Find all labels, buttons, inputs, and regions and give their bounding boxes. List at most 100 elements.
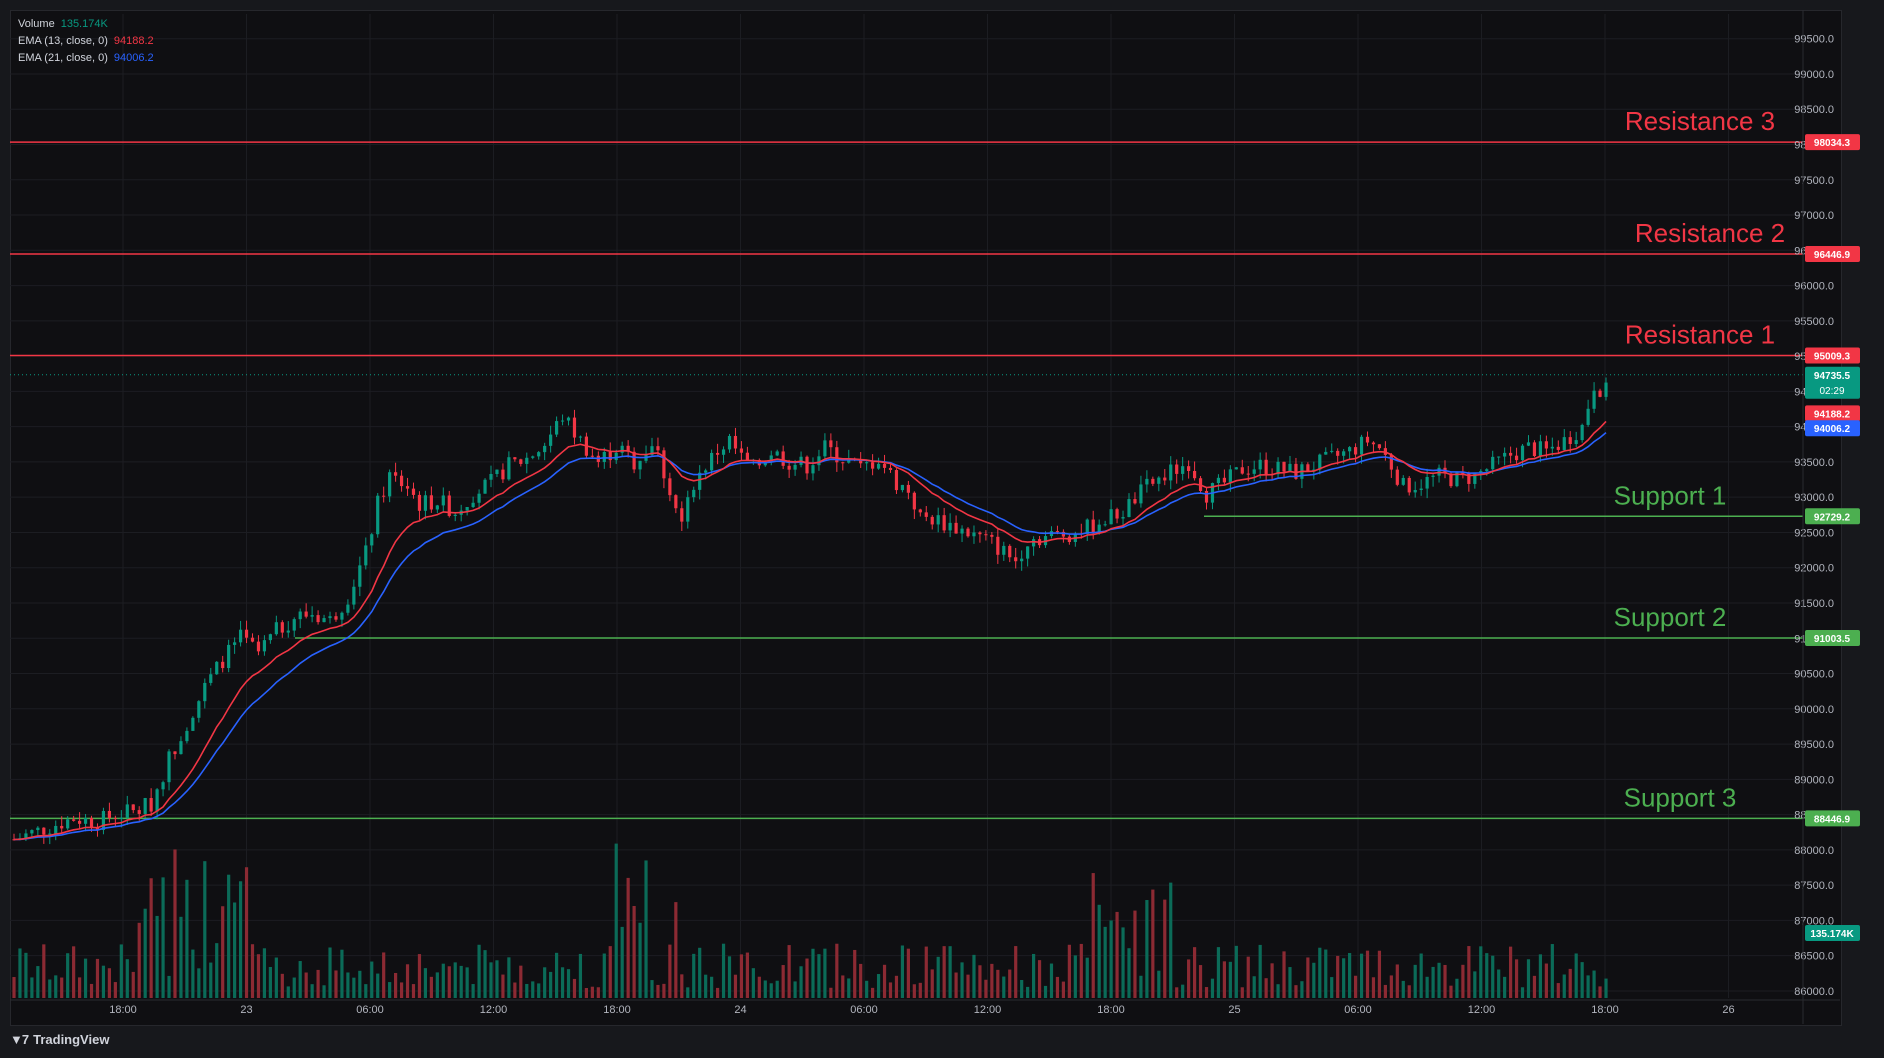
volume-bar <box>531 981 535 998</box>
candle-body <box>847 458 851 463</box>
volume-bar <box>769 983 773 998</box>
candle-body <box>1514 455 1519 461</box>
x-tick-label: 24 <box>734 1004 746 1016</box>
volume-bar <box>1151 889 1155 998</box>
volume-bar <box>256 954 261 998</box>
volume-bar <box>1318 947 1322 998</box>
indicator-legend: Volume 135.174K EMA (13, close, 0) 94188.2… <box>18 16 154 67</box>
candle-body <box>602 451 606 462</box>
candle-body <box>1467 473 1471 484</box>
candle-body <box>805 456 809 474</box>
volume-bar <box>501 974 505 998</box>
candle-body <box>1389 454 1393 470</box>
volume-bar <box>1192 947 1197 998</box>
volume-bar <box>668 944 672 998</box>
volume-bar <box>1163 899 1167 998</box>
volume-bar <box>602 953 606 998</box>
candle-body <box>1413 489 1417 493</box>
last-price-text: 94735.5 <box>1814 371 1851 382</box>
candle-body <box>698 472 702 490</box>
candle-body <box>1115 509 1119 519</box>
legend-ema13-value: 94188.2 <box>113 35 154 47</box>
volume-bar <box>918 982 922 998</box>
legend-volume[interactable]: Volume 135.174K <box>18 16 154 33</box>
volume-bar <box>250 944 255 998</box>
candle-body <box>1240 467 1244 474</box>
candle-body <box>1163 477 1167 481</box>
level-label: Resistance 1 <box>1625 319 1775 349</box>
volume-bar <box>42 944 46 998</box>
volume-bar <box>36 966 40 998</box>
candle-body <box>119 817 123 819</box>
candle-body <box>549 434 553 446</box>
volume-bar <box>1437 962 1441 998</box>
y-tick-label: 98500.0 <box>1794 104 1834 116</box>
volume-bar <box>1532 975 1537 998</box>
ema21-price-tag-text: 94006.2 <box>1814 424 1851 435</box>
volume-bar <box>1592 970 1596 998</box>
candle-body <box>954 522 958 534</box>
volume-bar <box>751 968 755 998</box>
volume-bar <box>137 922 141 998</box>
candle-body <box>876 463 881 469</box>
y-tick-label: 89500.0 <box>1794 739 1834 751</box>
volume-bar <box>125 959 129 998</box>
tradingview-footer[interactable]: ▼7 TradingView <box>10 1032 109 1047</box>
candle-body <box>817 456 821 466</box>
volume-bar <box>1294 985 1298 998</box>
volume-bar <box>1306 957 1310 998</box>
volume-bar <box>990 963 994 998</box>
level-price-tag <box>1805 134 1860 151</box>
tradingview-logo-icon: ▼7 <box>10 1032 29 1047</box>
ema13-line <box>13 420 1607 841</box>
legend-ema13[interactable]: EMA (13, close, 0) 94188.2 <box>18 33 154 50</box>
candle-body <box>131 804 135 811</box>
candle-body <box>578 436 583 438</box>
volume-bar <box>1133 910 1137 998</box>
candle-body <box>1562 437 1566 450</box>
candle-body <box>930 516 934 525</box>
volume-bar <box>614 843 618 998</box>
volume-bar <box>715 987 720 998</box>
candle-body <box>662 450 666 479</box>
volume-bar <box>954 972 958 998</box>
candle-body <box>1359 436 1364 455</box>
volume-bar <box>1425 976 1429 998</box>
level-price-tag <box>1805 630 1860 647</box>
level-price-tag-text: 95009.3 <box>1814 351 1851 362</box>
volume-bar <box>1008 969 1012 998</box>
candle-body <box>334 616 338 620</box>
volume-bar <box>1175 987 1179 998</box>
candle-body <box>209 674 213 683</box>
volume-bar <box>865 980 869 998</box>
volume-bar <box>835 943 839 998</box>
volume-bar <box>1419 953 1423 998</box>
ema13-price-tag-text: 94188.2 <box>1814 409 1851 420</box>
level-label: Resistance 3 <box>1625 106 1775 136</box>
legend-ema21[interactable]: EMA (21, close, 0) 94006.2 <box>18 50 154 67</box>
x-tick-label: 26 <box>1722 1004 1734 1016</box>
candle-body <box>89 818 94 828</box>
candle-body <box>298 611 302 620</box>
volume-bar <box>733 974 738 998</box>
candle-body <box>1103 524 1107 526</box>
volume-bar <box>447 966 451 998</box>
volume-bar <box>1157 970 1161 998</box>
volume-bar <box>465 967 469 998</box>
candle-body <box>268 634 272 641</box>
candle-body <box>650 446 654 455</box>
volume-bar <box>453 962 457 998</box>
candle-body <box>471 502 475 507</box>
candle-body <box>733 435 738 449</box>
volume-bar <box>1139 975 1143 998</box>
volume-bar <box>787 945 791 998</box>
y-tick-label: 86500.0 <box>1794 951 1834 963</box>
candle-body <box>1407 477 1411 493</box>
candle-body <box>143 798 147 814</box>
candle-body <box>244 629 249 638</box>
candle-body <box>1181 466 1185 474</box>
candle-body <box>161 782 165 790</box>
volume-bar <box>1556 983 1560 998</box>
volume-bar <box>1526 959 1531 998</box>
